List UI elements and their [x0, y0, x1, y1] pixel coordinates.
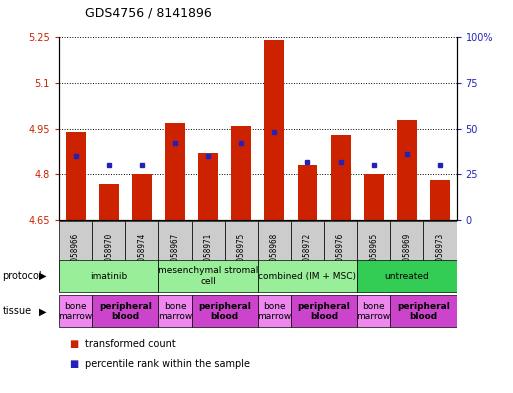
Bar [258, 221, 291, 290]
Text: mesenchymal stromal
cell: mesenchymal stromal cell [158, 266, 258, 286]
Text: bone
marrow: bone marrow [158, 302, 192, 321]
Text: transformed count: transformed count [85, 339, 175, 349]
Text: GSM1058972: GSM1058972 [303, 232, 312, 279]
Text: GSM1058967: GSM1058967 [170, 232, 180, 279]
Bar [191, 296, 258, 327]
Text: GSM1058969: GSM1058969 [402, 232, 411, 279]
Bar [324, 221, 357, 290]
Bar [159, 260, 258, 292]
Text: GDS4756 / 8141896: GDS4756 / 8141896 [85, 7, 211, 20]
Bar [364, 174, 384, 220]
Bar [225, 221, 258, 290]
Bar [98, 184, 119, 220]
Bar [397, 119, 417, 220]
Text: peripheral
blood: peripheral blood [397, 302, 450, 321]
Text: peripheral
blood: peripheral blood [198, 302, 251, 321]
Text: percentile rank within the sample: percentile rank within the sample [85, 358, 250, 369]
Bar [258, 260, 357, 292]
Text: GSM1058966: GSM1058966 [71, 232, 80, 279]
Bar [264, 40, 284, 220]
Text: combined (IM + MSC): combined (IM + MSC) [259, 272, 357, 281]
Bar [159, 221, 191, 290]
Text: GSM1058976: GSM1058976 [336, 232, 345, 279]
Bar [258, 296, 291, 327]
Bar [390, 221, 423, 290]
Text: ▶: ▶ [39, 271, 46, 281]
Text: tissue: tissue [3, 307, 32, 316]
Text: protocol: protocol [3, 271, 42, 281]
Bar [59, 260, 159, 292]
Text: GSM1058968: GSM1058968 [270, 232, 279, 279]
Bar [291, 296, 357, 327]
Bar [357, 221, 390, 290]
Text: GSM1058974: GSM1058974 [137, 232, 146, 279]
Bar [92, 296, 159, 327]
Text: imatinib: imatinib [90, 272, 127, 281]
Bar [66, 132, 86, 220]
Bar [191, 221, 225, 290]
Bar [59, 296, 92, 327]
Bar [132, 174, 152, 220]
Text: ■: ■ [69, 358, 78, 369]
Bar [159, 296, 191, 327]
Bar [298, 165, 318, 220]
Bar [291, 221, 324, 290]
Bar [357, 260, 457, 292]
Text: GSM1058971: GSM1058971 [204, 232, 212, 279]
Text: bone
marrow: bone marrow [58, 302, 93, 321]
Text: bone
marrow: bone marrow [257, 302, 291, 321]
Bar [125, 221, 159, 290]
Text: GSM1058973: GSM1058973 [436, 232, 444, 279]
Bar [331, 135, 350, 220]
Text: bone
marrow: bone marrow [357, 302, 391, 321]
Text: ▶: ▶ [39, 307, 46, 316]
Text: untreated: untreated [385, 272, 429, 281]
Bar [357, 296, 390, 327]
Text: ■: ■ [69, 339, 78, 349]
Bar [390, 296, 457, 327]
Text: GSM1058965: GSM1058965 [369, 232, 378, 279]
Bar [92, 221, 125, 290]
Bar [59, 221, 92, 290]
Text: peripheral
blood: peripheral blood [99, 302, 152, 321]
Bar [231, 126, 251, 220]
Bar [198, 153, 218, 220]
Text: peripheral
blood: peripheral blood [298, 302, 350, 321]
Bar [430, 180, 450, 220]
Text: GSM1058975: GSM1058975 [236, 232, 246, 279]
Text: GSM1058970: GSM1058970 [104, 232, 113, 279]
Bar [423, 221, 457, 290]
Bar [165, 123, 185, 220]
